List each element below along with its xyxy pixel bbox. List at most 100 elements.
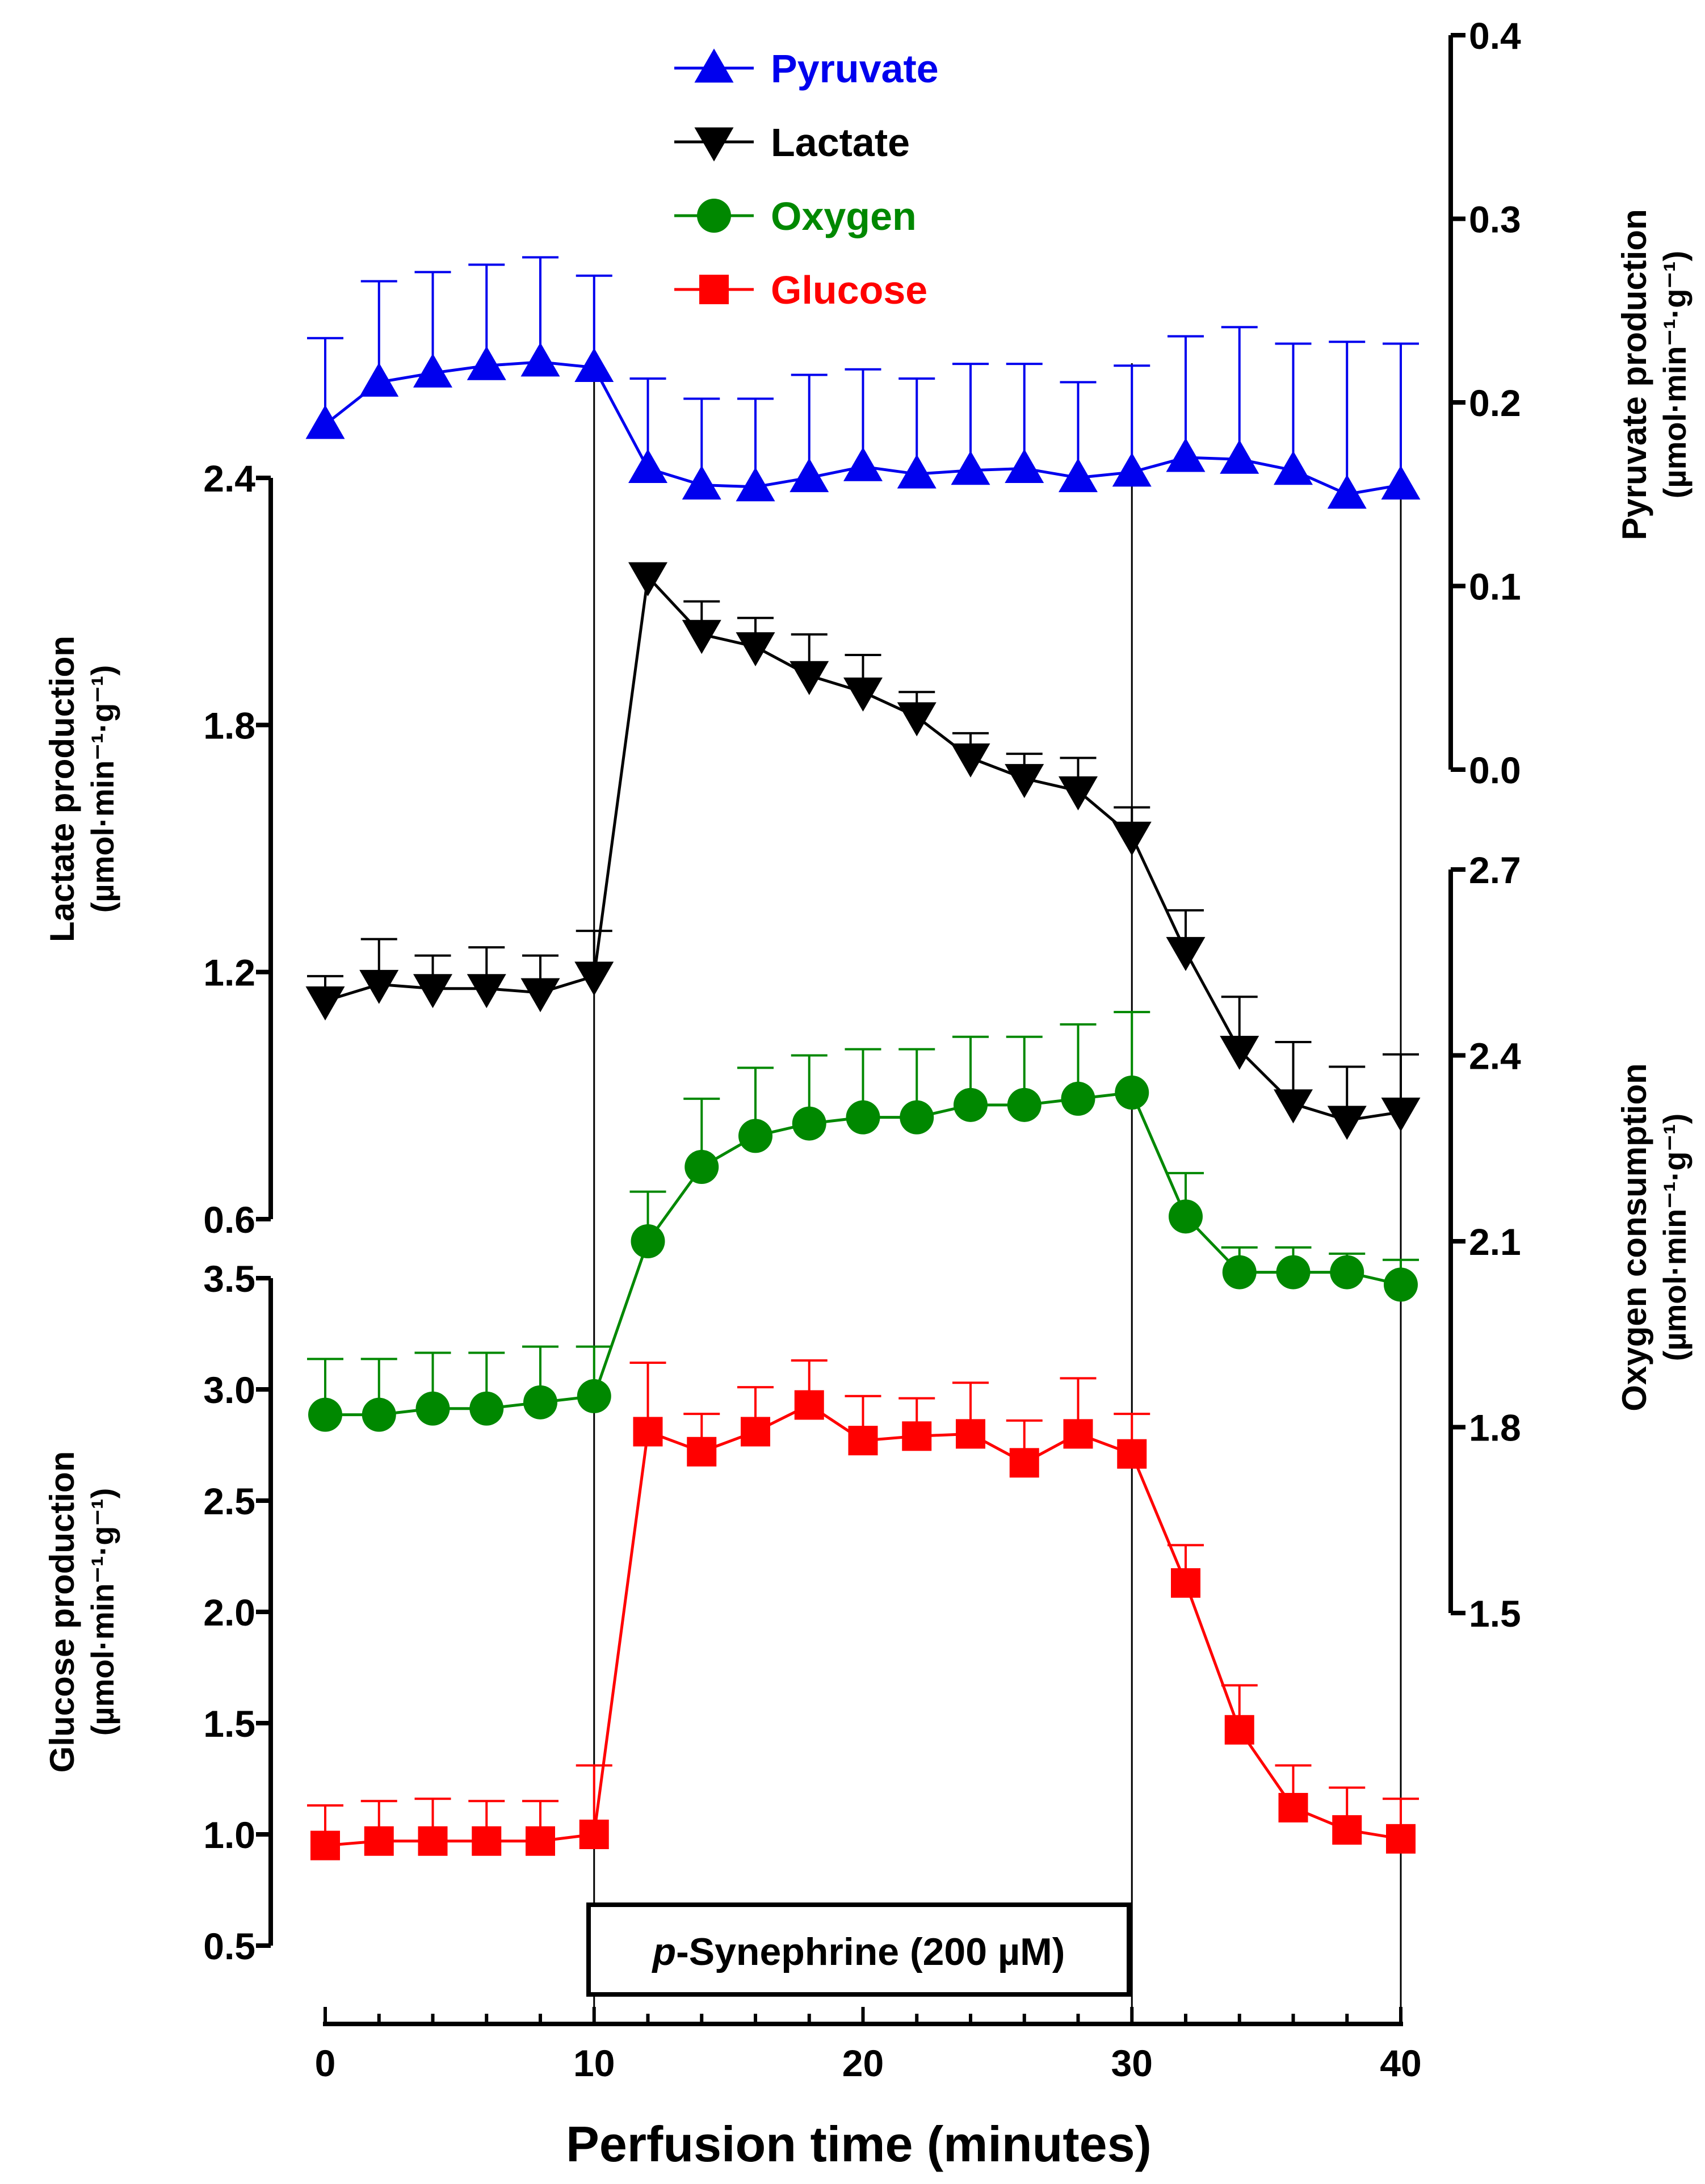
pyruvate-point xyxy=(1112,452,1152,487)
glucose-tick-label: 2.5 xyxy=(203,1480,255,1522)
oxygen-point xyxy=(308,1397,342,1432)
pyruvate-tick-label: 0.2 xyxy=(1469,382,1521,424)
glucose-axis-title: Glucose production (µmol·min⁻¹·g⁻¹) xyxy=(43,1451,120,1773)
legend-label: Oxygen xyxy=(771,194,917,238)
pyruvate-point xyxy=(736,467,775,502)
lactate-tick-label: 1.2 xyxy=(203,952,255,994)
oxygen-tick-label: 2.7 xyxy=(1469,849,1521,891)
pyruvate-tick-label: 0.1 xyxy=(1469,566,1521,608)
oxygen-point xyxy=(1384,1267,1418,1302)
pyruvate-point xyxy=(1166,438,1206,472)
pyruvate-point xyxy=(628,448,667,483)
glucose-tick-label: 0.5 xyxy=(203,1925,255,1967)
x-tick-label: 40 xyxy=(1380,2042,1421,2084)
lactate-point xyxy=(789,661,829,695)
reference-lines xyxy=(593,363,1402,2013)
legend: Pyruvate Lactate Oxygen Glucose xyxy=(674,47,939,312)
glucose-point xyxy=(418,1826,448,1856)
oxygen-y-axis: 1.5 1.8 2.1 2.4 2.7 Oxygen consumption (µmol·m… xyxy=(1448,849,1693,1635)
lactate-point xyxy=(359,969,399,1004)
oxygen-tick-label: 2.1 xyxy=(1469,1221,1521,1263)
oxygen-tick-label: 1.8 xyxy=(1469,1407,1521,1449)
glucose-tick-label: 3.5 xyxy=(203,1258,255,1300)
pyruvate-point xyxy=(1327,474,1367,509)
lactate-point xyxy=(1220,1036,1259,1070)
glucose-axis-unit: (µmol·min⁻¹·g⁻¹) xyxy=(85,1488,120,1736)
glucose-point xyxy=(741,1417,770,1447)
pyruvate-axis-title: Pyruvate production (µmol·min⁻¹·g⁻¹) xyxy=(1615,209,1693,540)
lactate-axis-title: Lactate production (µmol·min⁻¹·g⁻¹) xyxy=(43,636,120,942)
lactate-point xyxy=(1274,1089,1313,1124)
lactate-point xyxy=(574,961,614,996)
oxygen-point xyxy=(954,1087,988,1122)
treatment-label-rest: -Synephrine (200 µM) xyxy=(676,1930,1065,1973)
glucose-point xyxy=(1117,1439,1147,1469)
x-tick-label: 0 xyxy=(315,2042,336,2084)
lactate-point xyxy=(1327,1106,1367,1140)
lactate-tick-label: 2.4 xyxy=(203,457,255,499)
oxygen-point xyxy=(362,1397,396,1432)
oxygen-axis-unit: (µmol·min⁻¹·g⁻¹) xyxy=(1657,1114,1693,1362)
lactate-tick-label: 1.8 xyxy=(203,704,255,746)
oxygen-point xyxy=(900,1100,934,1135)
glucose-tick-label: 2.0 xyxy=(203,1591,255,1633)
glucose-point xyxy=(1386,1824,1416,1854)
oxygen-point xyxy=(1222,1255,1257,1290)
pyruvate-point xyxy=(1220,439,1259,474)
glucose-point xyxy=(1009,1448,1039,1478)
lactate-point xyxy=(1381,1097,1421,1132)
oxygen-point xyxy=(631,1224,665,1258)
lactate-point xyxy=(1112,821,1152,856)
pyruvate-tick-label: 0.0 xyxy=(1469,749,1521,791)
pyruvate-point xyxy=(682,465,721,500)
x-tick-label: 20 xyxy=(842,2042,884,2084)
glucose-point xyxy=(472,1826,502,1856)
treatment-label-prefix: p xyxy=(652,1930,677,1973)
oxygen-point xyxy=(577,1379,611,1413)
oxygen-tick-label: 1.5 xyxy=(1469,1593,1521,1635)
glucose-point xyxy=(1224,1715,1254,1745)
oxygen-point xyxy=(684,1150,719,1184)
lactate-point xyxy=(628,562,667,597)
legend-item-lactate: Lactate xyxy=(674,120,910,165)
oxygen-point xyxy=(1330,1255,1364,1290)
glucose-point xyxy=(1278,1792,1308,1822)
oxygen-point xyxy=(792,1106,826,1141)
pyruvate-axis-unit: (µmol·min⁻¹·g⁻¹) xyxy=(1657,251,1693,499)
glucose-axis-title-text: Glucose production xyxy=(43,1451,81,1773)
pyruvate-point xyxy=(1274,451,1313,485)
pyruvate-point xyxy=(305,405,345,439)
pyruvate-point xyxy=(1005,448,1044,483)
glucose-point xyxy=(310,1830,340,1860)
glucose-point xyxy=(902,1421,932,1451)
glucose-tick-label: 1.0 xyxy=(203,1814,255,1856)
treatment-box-frame xyxy=(586,1902,1131,1997)
pyruvate-point xyxy=(359,362,399,397)
pyruvate-point xyxy=(843,447,883,481)
treatment-label: p-Synephrine (200 µM) xyxy=(652,1930,1065,1973)
glucose-point xyxy=(633,1417,663,1447)
x-tick-label: 10 xyxy=(573,2042,615,2084)
glucose-point xyxy=(364,1826,394,1856)
legend-item-glucose: Glucose xyxy=(674,268,927,312)
pyruvate-point xyxy=(467,346,506,380)
glucose-point xyxy=(794,1390,824,1420)
lactate-point xyxy=(843,677,883,712)
oxygen-point xyxy=(523,1385,557,1419)
oxygen-tick-label: 2.4 xyxy=(1469,1035,1521,1077)
pyruvate-y-axis: 0.0 0.1 0.2 0.3 0.4 Pyruvate production (µmol·… xyxy=(1448,15,1693,791)
oxygen-axis-title-text: Oxygen consumption xyxy=(1615,1063,1653,1411)
oxygen-point xyxy=(1276,1255,1311,1290)
oxygen-point xyxy=(1007,1087,1042,1122)
pyruvate-point xyxy=(1059,458,1098,493)
lactate-series xyxy=(305,562,1421,1140)
legend-label: Glucose xyxy=(771,268,927,312)
pyruvate-point xyxy=(520,342,560,377)
lactate-point xyxy=(736,632,775,666)
oxygen-axis-title: Oxygen consumption (µmol·min⁻¹·g⁻¹) xyxy=(1615,1063,1693,1411)
pyruvate-point xyxy=(897,454,937,489)
x-tick-label: 30 xyxy=(1111,2042,1153,2084)
legend-marker xyxy=(694,127,734,162)
